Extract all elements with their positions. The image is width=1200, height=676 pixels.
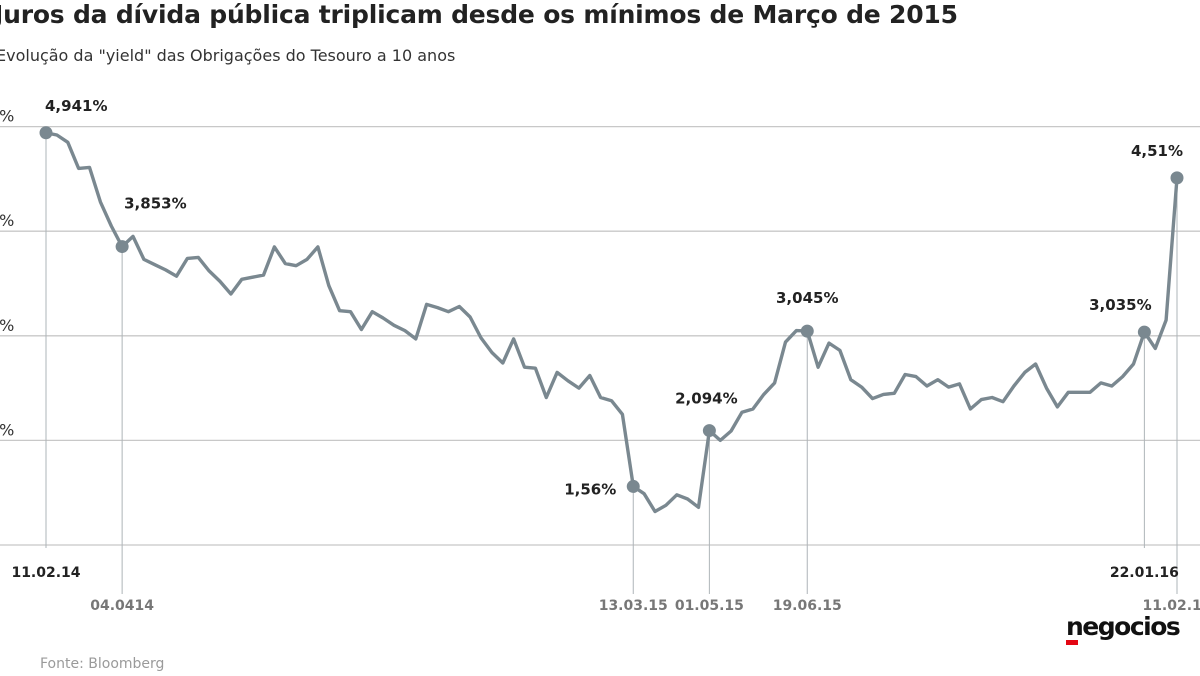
annotation-marker bbox=[1137, 325, 1151, 339]
annotation-date-label: 22.01.16 bbox=[1110, 565, 1179, 581]
y-tick-label: 3% bbox=[0, 316, 14, 335]
annotation-value-label: 3,045% bbox=[776, 289, 838, 307]
annotation-date-label: 11.02.14 bbox=[11, 565, 80, 581]
logo-accent-bar bbox=[1066, 640, 1078, 645]
annotation-marker bbox=[800, 324, 814, 338]
annotation-marker bbox=[1170, 171, 1184, 185]
annotation-value-label: 1,56% bbox=[564, 480, 616, 498]
annotation-value-label: 3,853% bbox=[124, 195, 186, 213]
annotation-marker bbox=[702, 424, 716, 438]
annotation-date-label: 01.05.15 bbox=[675, 598, 744, 614]
y-tick-label: 2% bbox=[0, 420, 14, 439]
annotation-value-label: 3,035% bbox=[1089, 296, 1151, 314]
annotation-date-label: 13.03.15 bbox=[599, 598, 668, 614]
annotation-date-label: 11.02.16 bbox=[1142, 598, 1200, 614]
annotation-date-label: 04.0414 bbox=[90, 598, 154, 614]
y-tick-label: 4% bbox=[0, 211, 14, 230]
source-note: Fonte: Bloomberg bbox=[40, 656, 165, 672]
annotation-value-label: 2,094% bbox=[675, 390, 737, 408]
annotation-value-label: 4,941% bbox=[45, 97, 107, 115]
chart-subtitle: Evolução da "yield" das Obrigações do Te… bbox=[0, 46, 456, 65]
negocios-logo: negocios bbox=[1066, 612, 1181, 641]
y-tick-label: 5% bbox=[0, 107, 14, 126]
annotation-marker bbox=[115, 240, 129, 254]
yield-series-line bbox=[44, 131, 1179, 514]
annotation-date-label: 19.06.15 bbox=[773, 598, 842, 614]
annotation-marker bbox=[626, 479, 640, 493]
annotation-marker bbox=[39, 126, 53, 140]
annotation-value-label: 4,51% bbox=[1131, 142, 1183, 160]
chart-title: Juros da dívida pública triplicam desde … bbox=[0, 0, 958, 29]
